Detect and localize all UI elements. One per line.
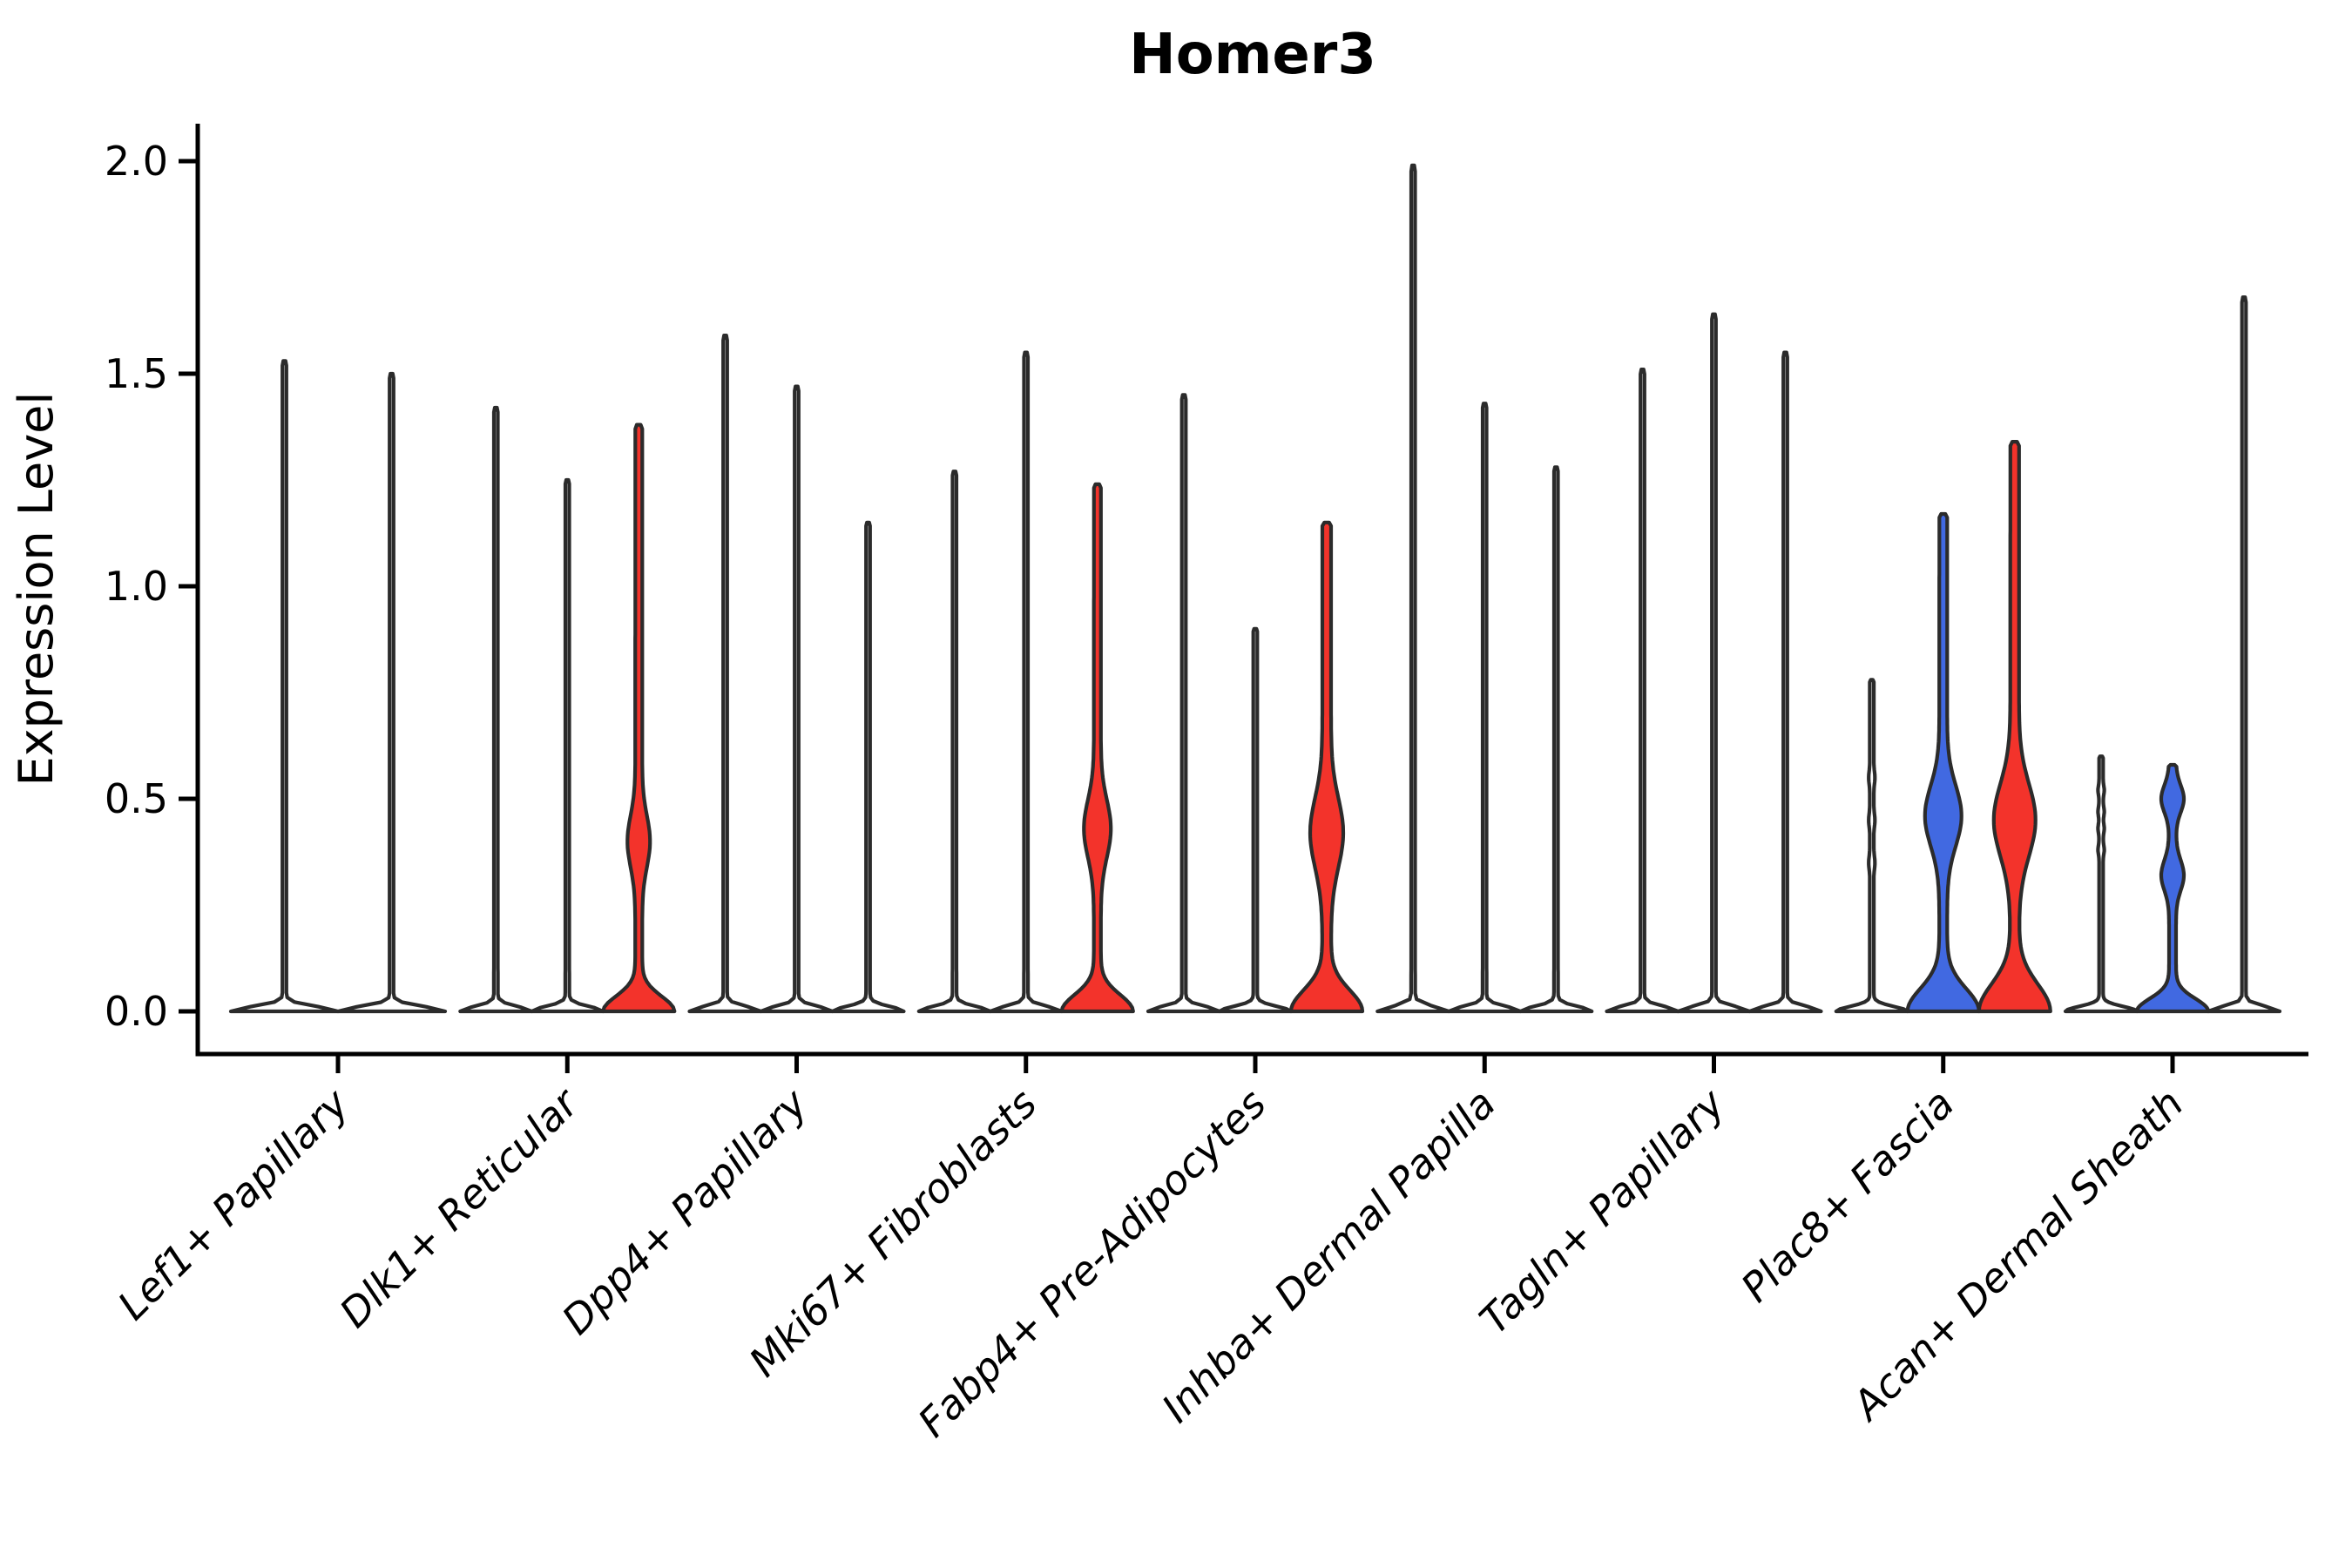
y-tick-label: 0.0 [105, 988, 168, 1035]
violin-Fabp4+-Pre-Adipocytes-2 [1217, 626, 1294, 1014]
violins-layer [228, 163, 2282, 1014]
violin-Dlk1+-Reticular-2 [530, 477, 605, 1014]
violin-Plac8+-Fascia-2 [1905, 511, 1981, 1014]
violin-Dpp4+-Papillary-1 [687, 334, 763, 1014]
violin-Mki67+-Fibroblasts-3 [1059, 482, 1135, 1014]
x-tick-label-Dlk1+-Reticular: Dlk1+ Reticular [330, 1078, 589, 1336]
y-tick-label: 2.0 [105, 138, 168, 185]
violin-Lef1+-Papillary-2 [335, 371, 448, 1014]
y-axis-label: Expression Level [9, 392, 64, 787]
violin-Mki67+-Fibroblasts-1 [916, 470, 992, 1014]
y-tick-label: 1.0 [105, 563, 168, 610]
violin-Tagln+-Papillary-3 [1747, 350, 1823, 1014]
violin-Fabp4+-Pre-Adipocytes-1 [1146, 393, 1222, 1014]
violin-Tagln+-Papillary-1 [1605, 368, 1680, 1014]
violin-Inhba+-Dermal-Papilla-1 [1375, 163, 1451, 1014]
violin-Dpp4+-Papillary-2 [759, 384, 835, 1014]
y-tick-label: 1.5 [105, 350, 168, 397]
x-tick-label-Lef1+-Papillary: Lef1+ Papillary [109, 1079, 358, 1328]
violin-Dlk1+-Reticular-1 [458, 405, 534, 1014]
violin-Inhba+-Dermal-Papilla-3 [1518, 465, 1594, 1014]
violin-Lef1+-Papillary-1 [228, 359, 341, 1014]
y-tick-label: 0.5 [105, 775, 168, 822]
violin-Dpp4+-Papillary-3 [830, 520, 906, 1014]
violin-Inhba+-Dermal-Papilla-2 [1447, 402, 1523, 1014]
violin-Dlk1+-Reticular-3 [601, 422, 677, 1014]
violin-Acan+-Dermal-Sheath-2 [2134, 762, 2211, 1014]
violin-Tagln+-Papillary-2 [1676, 312, 1752, 1014]
violin-Acan+-Dermal-Sheath-3 [2206, 295, 2282, 1014]
chart-title: Homer3 [1129, 23, 1376, 87]
violin-Fabp4+-Pre-Adipocytes-3 [1288, 520, 1365, 1014]
violin-Plac8+-Fascia-1 [1834, 678, 1909, 1014]
violin-Acan+-Dermal-Sheath-1 [2063, 754, 2139, 1014]
violin-Mki67+-Fibroblasts-2 [988, 350, 1064, 1014]
x-tick-label-Dpp4+-Papillary: Dpp4+ Papillary [553, 1079, 817, 1343]
violin-Plac8+-Fascia-3 [1977, 440, 2052, 1014]
x-tick-label-Plac8+-Fascia: Plac8+ Fascia [1732, 1080, 1963, 1311]
x-tick-label-Tagln+-Papillary: Tagln+ Papillary [1470, 1079, 1734, 1343]
